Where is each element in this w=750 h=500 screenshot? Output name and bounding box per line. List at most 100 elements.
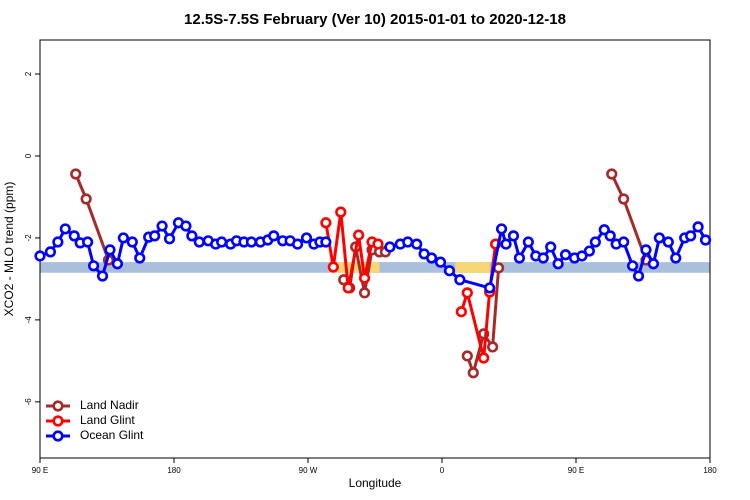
point	[268, 230, 280, 242]
x-tick-label: 180	[703, 466, 717, 475]
point	[484, 282, 496, 294]
point	[537, 252, 549, 264]
band-highlight	[455, 262, 490, 273]
point	[52, 236, 64, 248]
point	[653, 232, 665, 244]
point	[545, 241, 557, 253]
point	[618, 236, 630, 248]
series	[34, 217, 712, 294]
point	[193, 236, 205, 248]
y-tick-label: -2	[24, 234, 33, 242]
point	[495, 223, 508, 235]
band-highlight	[330, 262, 380, 273]
point	[149, 230, 161, 242]
point	[604, 230, 616, 242]
point	[411, 238, 423, 250]
point	[443, 265, 456, 277]
point	[216, 236, 228, 248]
point	[320, 236, 332, 248]
point	[104, 244, 116, 256]
point	[552, 258, 564, 270]
point	[372, 238, 384, 250]
point	[425, 252, 438, 264]
point	[82, 236, 94, 248]
point	[500, 238, 512, 250]
point	[478, 352, 490, 364]
point	[434, 256, 447, 268]
point	[245, 236, 258, 248]
y-tick-label: 2	[24, 71, 33, 76]
point	[342, 282, 354, 294]
point	[583, 245, 596, 257]
point	[80, 193, 92, 205]
point	[163, 233, 176, 245]
point	[513, 252, 526, 264]
point	[522, 236, 534, 248]
point	[589, 236, 601, 248]
series	[320, 206, 502, 364]
point	[96, 270, 109, 282]
x-tick-label: 0	[440, 466, 445, 475]
point	[70, 168, 82, 180]
legend-marker	[52, 415, 64, 427]
x-tick-label: 90 E	[32, 466, 48, 475]
point	[353, 229, 365, 241]
point	[126, 236, 138, 248]
point	[87, 260, 100, 272]
point	[461, 350, 473, 362]
legend-label: Land Glint	[80, 413, 135, 427]
point	[68, 230, 80, 242]
point	[507, 230, 520, 242]
point	[59, 223, 71, 235]
point	[685, 230, 697, 242]
point	[618, 193, 630, 205]
y-tick-label: -6	[24, 398, 33, 406]
point	[156, 220, 168, 232]
point	[454, 274, 466, 286]
point	[34, 250, 46, 262]
y-axis-label: XCO2 - MLO trend (ppm)	[2, 182, 16, 317]
point	[384, 241, 396, 253]
point	[117, 232, 129, 244]
point	[670, 252, 682, 264]
plot-frame	[39, 39, 711, 459]
point	[44, 246, 57, 258]
point	[461, 287, 473, 299]
point	[467, 367, 479, 379]
point	[606, 168, 618, 180]
x-tick-label: 90 W	[299, 466, 318, 475]
point	[291, 238, 304, 250]
point	[632, 270, 645, 282]
point	[402, 236, 414, 248]
legend-marker	[52, 400, 64, 412]
chart-title: 12.5S-7.5S February (Ver 10) 2015-01-01 …	[184, 11, 566, 28]
series-line	[74, 173, 648, 375]
y-tick-label: 0	[24, 153, 33, 158]
point	[692, 221, 704, 233]
point	[576, 250, 588, 262]
point	[640, 244, 652, 256]
point	[358, 272, 371, 284]
point	[662, 236, 674, 248]
point	[300, 232, 313, 244]
point	[358, 287, 371, 299]
point	[327, 261, 339, 273]
point	[699, 234, 712, 246]
point	[180, 220, 192, 232]
point	[186, 230, 198, 242]
point	[134, 252, 146, 264]
series	[70, 168, 652, 379]
point	[559, 249, 572, 261]
point	[487, 341, 499, 353]
point	[335, 206, 347, 218]
point	[626, 260, 639, 272]
legend-label: Land Nadir	[80, 398, 139, 412]
legend-marker	[52, 430, 64, 442]
point	[647, 258, 660, 270]
x-axis-label: Longitude	[349, 476, 402, 490]
point	[111, 258, 124, 270]
x-tick-label: 180	[167, 466, 181, 475]
point	[320, 217, 332, 229]
x-tick-label: 90 E	[568, 466, 584, 475]
